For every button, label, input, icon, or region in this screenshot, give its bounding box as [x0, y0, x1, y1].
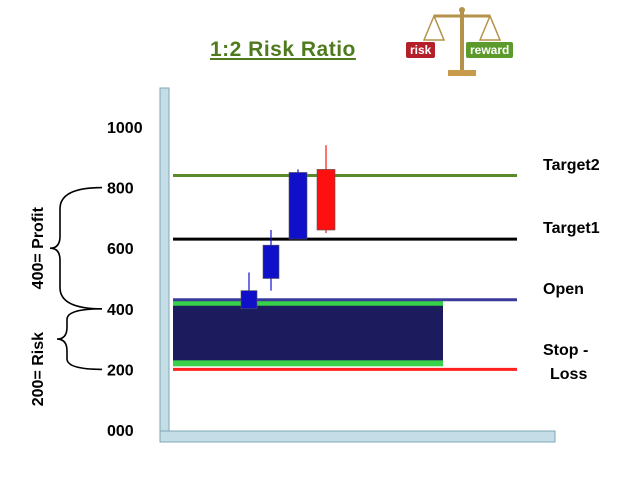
level-label-1: Target2 [543, 157, 600, 174]
y-tick-label: 000 [107, 423, 134, 440]
y-tick-label: 200 [107, 362, 134, 379]
candle-body-4 [316, 169, 336, 231]
risk-zone-box [173, 302, 443, 364]
level-label-3: Open [543, 281, 584, 298]
risk-zone [173, 299, 443, 367]
profit-brace [49, 186, 103, 310]
candle-body-2 [262, 244, 280, 279]
candles [240, 145, 336, 310]
y-axis [159, 87, 170, 441]
chart-title: 1:2 Risk Ratio [210, 38, 356, 61]
profit-brace-label: 400= Profit [30, 206, 47, 289]
y-tick-label: 400 [107, 302, 134, 319]
y-tick-label: 800 [107, 181, 134, 198]
level-lines: Target2 Target1 Open Stop -Loss [173, 157, 600, 383]
y-tick-label: 1000 [107, 120, 143, 137]
y-tick-labels: 000 200 400 600 800 1000 [107, 120, 143, 440]
reward-badge: reward [466, 42, 514, 58]
level-label-4: Stop -Loss [543, 342, 588, 383]
title-area: 1:2 Risk Ratio [0, 0, 638, 80]
risk-brace [56, 308, 103, 371]
risk-badge: risk [406, 42, 436, 58]
y-tick-label: 600 [107, 241, 134, 258]
axes [159, 87, 556, 443]
candle-body-3 [288, 172, 308, 240]
level-label-2: Target1 [543, 220, 600, 237]
braces: 400= Profit 200= Risk [30, 186, 103, 406]
risk-zone-top-edge [173, 299, 443, 306]
risk-brace-label: 200= Risk [30, 332, 47, 406]
candle-body-1 [240, 290, 258, 310]
balance-scale-icon [422, 7, 502, 76]
x-axis [159, 430, 556, 443]
scale-illustration: risk reward [404, 2, 534, 82]
risk-zone-bottom-edge [173, 360, 443, 367]
